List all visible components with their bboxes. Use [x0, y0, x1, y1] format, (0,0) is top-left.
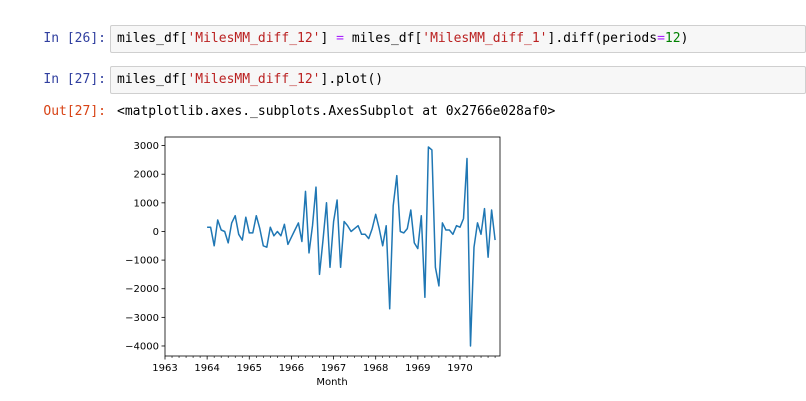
code-token: =	[336, 31, 344, 46]
code-token: 12	[664, 31, 681, 46]
y-tick-label: 3000	[134, 141, 159, 152]
x-tick-label: 1966	[279, 363, 304, 374]
code-token: ].plot()	[320, 72, 384, 87]
cell-27-code-editor[interactable]: miles_df['MilesMM_diff_12'].plot()	[110, 66, 806, 94]
x-tick-label: 1969	[405, 363, 430, 374]
code-token: =	[657, 31, 665, 46]
x-tick-label: 1968	[363, 363, 388, 374]
code-token: miles_df[	[117, 31, 188, 46]
y-axis: 3000 2000 1000 0 −1000 −2000 −3000 −4000	[125, 141, 165, 352]
x-tick-label: 1965	[237, 363, 262, 374]
x-axis-label: Month	[316, 377, 347, 388]
x-axis: 1963 1964 1965 1966 1967 1968 1969 1970	[152, 356, 473, 374]
y-tick-label: 0	[153, 227, 159, 238]
code-token: 'MilesMM_diff_12'	[187, 72, 321, 87]
code-token: ]	[320, 31, 337, 46]
series-line	[207, 146, 496, 347]
x-tick-label: 1963	[152, 363, 177, 374]
cell-27-output-text: <matplotlib.axes._subplots.AxesSubplot a…	[117, 104, 556, 119]
code-token: miles_df[	[117, 72, 188, 87]
cell-27-prompt: In [27]:	[43, 72, 106, 87]
cell-26-prompt: In [26]:	[43, 31, 106, 46]
y-tick-label: −1000	[125, 256, 159, 267]
code-token: 'MilesMM_diff_12'	[187, 31, 321, 46]
y-tick-label: −3000	[125, 313, 159, 324]
cell-26-code-editor[interactable]: miles_df['MilesMM_diff_12'] = miles_df['…	[110, 25, 806, 53]
y-tick-label: −2000	[125, 284, 159, 295]
y-tick-label: −4000	[125, 341, 159, 352]
cell-27-out-prompt: Out[27]:	[43, 104, 106, 119]
code-token: 'MilesMM_diff_1'	[422, 31, 548, 46]
x-tick-label: 1967	[321, 363, 346, 374]
code-token: ].diff(periods	[547, 31, 658, 46]
code-token: )	[680, 31, 689, 46]
x-axis-minor-ticks	[171, 356, 496, 358]
x-tick-label: 1964	[194, 363, 219, 374]
code-token: miles_df[	[344, 31, 423, 46]
y-tick-label: 1000	[134, 198, 159, 209]
y-tick-label: 2000	[134, 170, 159, 181]
plot-area	[164, 136, 501, 357]
x-tick-label: 1970	[447, 363, 472, 374]
